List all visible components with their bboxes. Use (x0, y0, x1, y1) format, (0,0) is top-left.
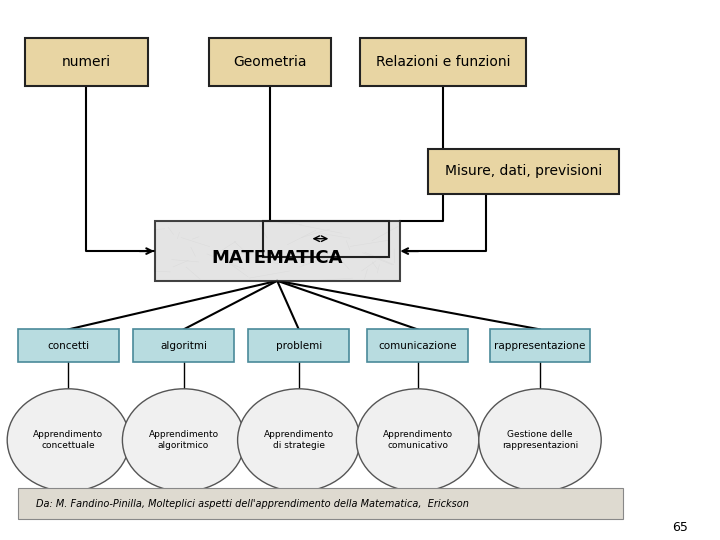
Text: numeri: numeri (62, 55, 111, 69)
Text: Apprendimento
algoritmico: Apprendimento algoritmico (148, 430, 219, 450)
FancyBboxPatch shape (18, 329, 119, 362)
FancyBboxPatch shape (25, 38, 148, 86)
FancyBboxPatch shape (155, 221, 400, 281)
Text: concetti: concetti (48, 341, 89, 350)
Text: Apprendimento
comunicativo: Apprendimento comunicativo (382, 430, 453, 450)
Ellipse shape (122, 389, 245, 491)
Text: problemi: problemi (276, 341, 322, 350)
FancyBboxPatch shape (18, 488, 623, 519)
Ellipse shape (238, 389, 360, 491)
Ellipse shape (7, 389, 130, 491)
Text: Relazioni e funzioni: Relazioni e funzioni (376, 55, 510, 69)
FancyBboxPatch shape (490, 329, 590, 362)
Text: Gestione delle
rappresentazioni: Gestione delle rappresentazioni (502, 430, 578, 450)
Text: Geometria: Geometria (233, 55, 307, 69)
Text: 65: 65 (672, 521, 688, 534)
FancyBboxPatch shape (133, 329, 234, 362)
Text: MATEMATICA: MATEMATICA (212, 248, 343, 267)
Ellipse shape (356, 389, 479, 491)
FancyBboxPatch shape (248, 329, 349, 362)
FancyBboxPatch shape (367, 329, 468, 362)
Text: Da: M. Fandino-Pinilla, Molteplici aspetti dell'apprendimento della Matematica, : Da: M. Fandino-Pinilla, Molteplici aspet… (36, 499, 469, 509)
Text: Apprendimento
di strategie: Apprendimento di strategie (264, 430, 334, 450)
Text: comunicazione: comunicazione (378, 341, 457, 350)
FancyBboxPatch shape (428, 148, 619, 194)
Text: algoritmi: algoritmi (160, 341, 207, 350)
FancyBboxPatch shape (360, 38, 526, 86)
FancyBboxPatch shape (209, 38, 331, 86)
Text: Misure, dati, previsioni: Misure, dati, previsioni (445, 165, 603, 178)
Text: rappresentazione: rappresentazione (495, 341, 585, 350)
Ellipse shape (479, 389, 601, 491)
Text: Apprendimento
concettuale: Apprendimento concettuale (33, 430, 104, 450)
